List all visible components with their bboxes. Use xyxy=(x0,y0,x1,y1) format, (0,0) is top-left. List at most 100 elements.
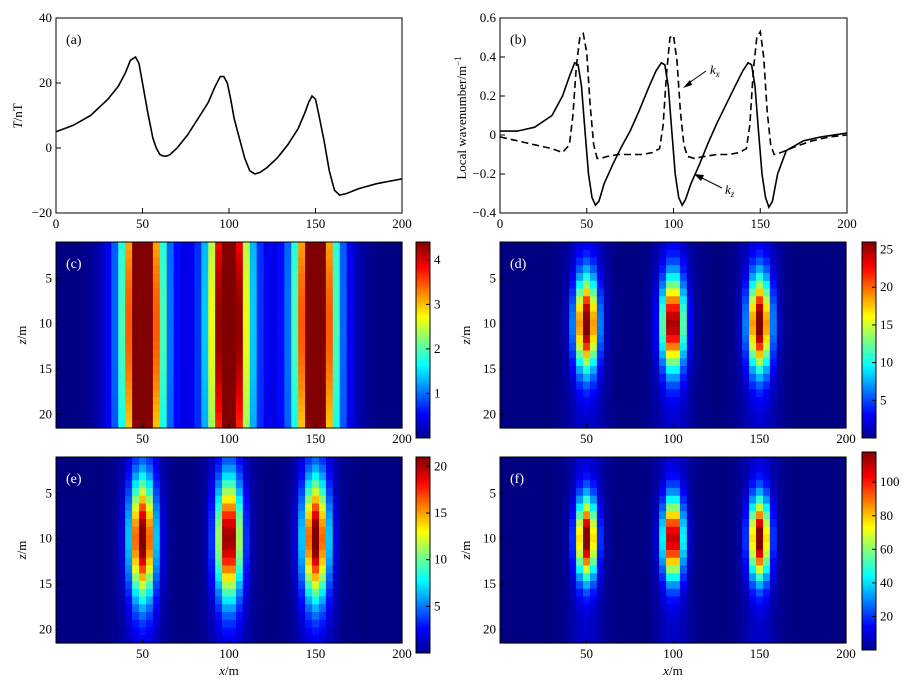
panel-f-heat-cell xyxy=(513,612,522,621)
panel-e-heat-cell xyxy=(97,488,106,497)
panel-c-heat-cell xyxy=(339,335,348,344)
panel-d-heat-cell xyxy=(686,288,695,297)
panel-f-heat-cell xyxy=(569,519,577,528)
panel-f-heat-cell xyxy=(686,581,695,590)
panel-d-heat-cell xyxy=(638,420,646,429)
panel-f-heat-cell xyxy=(513,526,522,536)
panel-f-heat-cell xyxy=(569,542,577,551)
panel-f-heat-cell xyxy=(527,550,536,559)
panel-c-heat-cell xyxy=(187,397,195,406)
panel-e-heat-cell xyxy=(381,495,389,505)
panel-d-heat-cell xyxy=(811,381,819,390)
panel-e-heat-cell xyxy=(305,557,313,567)
panel-f-heat-cell xyxy=(596,565,605,574)
panel-d-heat-cell xyxy=(693,389,702,398)
panel-e-heat-cell xyxy=(215,550,223,559)
panel-d-heat-cell xyxy=(638,327,646,336)
panel-d-heat-cell xyxy=(832,412,840,421)
panel-f-heat-cell xyxy=(797,511,806,520)
panel-e-heat-cell xyxy=(395,488,403,497)
panel-d-heat-cell xyxy=(714,350,723,359)
panel-e-heat-cell xyxy=(395,627,403,636)
panel-c-heat-cell xyxy=(298,273,306,282)
panel-f-heat-cell xyxy=(679,534,688,543)
panel-d-heat-cell xyxy=(520,381,529,390)
panel-d-heat-cell xyxy=(714,296,723,305)
panel-c-heat-cell xyxy=(90,335,99,344)
panel-f-heat-cell xyxy=(548,488,556,497)
panel-e-heat-cell xyxy=(367,480,375,489)
panel-e-xlabel-unit: /m xyxy=(225,663,239,678)
panel-c-heat-cell xyxy=(111,342,119,352)
panel-f-heat-cell xyxy=(500,596,508,605)
panel-f-heat-cell xyxy=(555,488,563,497)
panel-e-heat-cell xyxy=(222,488,230,497)
panel-c-heat-cell xyxy=(97,420,106,429)
panel-d-heat-cell xyxy=(506,404,515,414)
panel-f-heat-cell xyxy=(686,550,695,559)
panel-e-heat-cell xyxy=(111,534,119,543)
panel-c-heat-cell xyxy=(395,327,403,336)
panel-e-heat-cell xyxy=(62,581,71,590)
panel-f-heat-cell xyxy=(506,604,515,613)
panel-f-heat-cell xyxy=(832,581,840,590)
panel-f-heat-cell xyxy=(506,612,515,621)
panel-f-heat-cell xyxy=(721,480,729,489)
panel-c-heat-cell xyxy=(256,296,265,305)
panel-e-heat-cell xyxy=(201,588,209,598)
panel-e-heat-cell xyxy=(173,565,182,574)
panel-f-heat-cell xyxy=(769,596,778,605)
panel-f-heat-cell xyxy=(583,619,591,629)
panel-c-heat-cell xyxy=(298,342,306,352)
panel-c-heat-cell xyxy=(388,327,396,336)
panel-f-heat-cell xyxy=(562,612,570,621)
panel-d-heat-cell xyxy=(603,265,612,274)
panel-c-heat-cell xyxy=(180,304,189,313)
panel-d-heat-cell xyxy=(762,288,771,297)
panel-e-heat-cell xyxy=(180,457,189,466)
panel-a-series-0-line xyxy=(55,55,403,196)
panel-c-heat-cell xyxy=(104,273,112,282)
panel-f-heat-cell xyxy=(742,495,750,505)
panel-d-heat-cell xyxy=(506,273,515,282)
panel-a-xtick-label: 100 xyxy=(219,216,239,231)
panel-c-heat-cell xyxy=(173,319,182,328)
panel-d-heat-cell xyxy=(562,257,570,266)
panel-d-heat-cell xyxy=(513,319,522,328)
panel-c-heat-cell xyxy=(56,342,64,352)
panel-e-heat-cell xyxy=(305,503,313,512)
panel-f-heat-cell xyxy=(769,488,778,497)
panel-d-heat-cell xyxy=(645,342,653,352)
panel-c-heat-cell xyxy=(152,327,161,336)
panel-e-heat-cell xyxy=(152,464,161,474)
panel-e-heat-cell xyxy=(374,619,382,629)
panel-d-heat-cell xyxy=(583,257,591,266)
panel-c-heat-cell xyxy=(145,304,154,313)
panel-f-heat-cell xyxy=(707,488,716,497)
panel-e-heat-cell xyxy=(305,573,313,582)
panel-f-heat-cell xyxy=(666,573,674,582)
panel-e-heat-cell xyxy=(76,612,85,621)
panel-f-heat-cell xyxy=(659,464,667,474)
panel-e-heat-cell xyxy=(111,635,119,644)
panel-f-heat-cell xyxy=(562,534,570,543)
panel-f-heat-cell xyxy=(603,519,612,528)
panel-d-colorbar-tick-label: 5 xyxy=(880,392,887,407)
kz-annotation-letter: k xyxy=(725,182,731,197)
panel-f-heat-cell xyxy=(534,550,543,559)
panel-f-heat-cell xyxy=(762,557,771,567)
panel-c-heat-cell xyxy=(235,242,244,251)
panel-f-heat-cell xyxy=(562,619,570,629)
panel-c-heat-cell xyxy=(256,280,265,290)
panel-e-heat-cell xyxy=(284,464,292,474)
panel-d-heat-cell xyxy=(659,389,667,398)
panel-f-heat-cell xyxy=(610,612,619,621)
panel-d-heat-cell xyxy=(756,389,764,398)
panel-e-heat-cell xyxy=(312,604,320,613)
panel-f-heat-cell xyxy=(603,503,612,512)
panel-f-heat-cell xyxy=(693,596,702,605)
panel-c-heat-cell xyxy=(353,404,362,414)
panel-d-heat-cell xyxy=(714,319,723,328)
panel-e-heat-cell xyxy=(145,588,154,598)
panel-c-heat-cell xyxy=(229,327,237,336)
